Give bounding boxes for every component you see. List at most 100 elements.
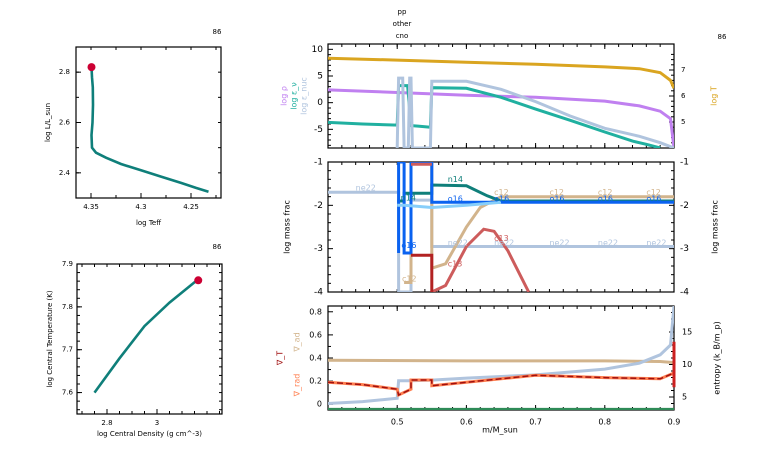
grad-ad-label: ∇_ad <box>293 332 302 352</box>
y-left-tick-label: 0 <box>317 98 323 108</box>
y-right-tick-label: 5 <box>681 118 685 126</box>
left-axis-label: log ε_ν <box>290 82 299 110</box>
y-right-tick-label: -2 <box>680 201 689 211</box>
abundance-c12 <box>404 162 674 284</box>
y-left-tick-label: -3 <box>314 244 323 254</box>
right-axis-label: log T <box>710 86 719 106</box>
center-plot-frame <box>76 263 223 415</box>
x-tick-label: 0.7 <box>529 418 542 427</box>
y-left-tick-label: 0 <box>317 400 322 409</box>
y-left-tick-label: 0.2 <box>309 377 322 386</box>
y-left-tick-label: 10 <box>312 45 324 55</box>
model-number: 86 <box>213 243 222 251</box>
y-right-tick-label: 7 <box>681 66 685 74</box>
x-axis-label: log Teff <box>136 219 161 227</box>
y-right-tick-label: 15 <box>682 328 692 337</box>
y-right-tick-label: -4 <box>680 288 689 298</box>
y-right-tick-label: 5 <box>682 393 687 402</box>
abundance-label-n14: n14 <box>448 175 463 184</box>
hr-track-line <box>90 67 209 193</box>
y-tick-label: 2.6 <box>59 119 71 127</box>
center-track-line <box>93 279 198 394</box>
series-log-eps_nuc <box>395 76 674 148</box>
abundance-label-c12: c12 <box>646 188 661 197</box>
current-model-marker <box>87 63 96 72</box>
y-left-tick-label: 5 <box>317 72 323 82</box>
y-left-tick-label: -4 <box>314 288 323 298</box>
y-left-tick-label: 0.8 <box>309 307 322 316</box>
y-tick-label: 7.8 <box>62 303 73 311</box>
y-left-tick-label: 0.4 <box>309 354 322 363</box>
y-axis-label: log L/L_sun <box>44 103 52 142</box>
burn-region-label: pp <box>398 8 407 16</box>
y-right-tick-label: -3 <box>680 244 689 254</box>
x-tick-label: 4.3 <box>135 203 146 211</box>
x-tick-label: 4.35 <box>83 203 99 211</box>
burn-region-label: cno <box>396 32 409 40</box>
profile-mid-frame <box>327 161 675 293</box>
series-entropy <box>328 306 674 405</box>
abundance-o16-lite <box>397 200 502 210</box>
y-tick-label: 2.4 <box>59 169 71 177</box>
abundance-label-n14: n14 <box>401 193 416 202</box>
abundance-label-o16: o16 <box>646 194 661 203</box>
abundance-label-ne22: ne22 <box>356 184 376 193</box>
abundance-label-o16: o16 <box>598 194 613 203</box>
series-grad_ad <box>328 358 674 365</box>
abundance-label-ne22: ne22 <box>494 239 514 248</box>
x-tick-label: 0.5 <box>391 418 404 427</box>
y-axis-label: log Central Temperature (K) <box>46 290 54 387</box>
left-axis-label: log ε_nuc <box>300 77 309 115</box>
x-tick-label: 0.9 <box>668 418 681 427</box>
y-right-tick-label: 6 <box>681 92 686 100</box>
abundance-label-ne22: ne22 <box>448 239 468 248</box>
current-model-marker <box>194 276 203 285</box>
y-tick-label: 2.8 <box>59 68 70 76</box>
y-tick-label: 7.6 <box>62 389 74 397</box>
y-left-tick-label: -1 <box>314 158 323 168</box>
x-tick-label: 4.25 <box>183 203 199 211</box>
abundance-label-o16: o16 <box>549 194 564 203</box>
entropy-axis-label: entropy (k_B/m_p) <box>713 321 722 394</box>
burn-region-label: other <box>393 20 412 28</box>
y-tick-label: 7.7 <box>62 346 73 354</box>
abundance-label-o16: o16 <box>401 241 416 250</box>
abundance-n14 <box>397 183 674 203</box>
abundance-n13 <box>411 253 434 292</box>
abundance-label-o16: o16 <box>494 194 509 203</box>
abundance-label-c12: c12 <box>549 188 564 197</box>
abundance-label-c13: c13 <box>494 234 509 243</box>
y-left-tick-label: -5 <box>314 125 323 135</box>
abundance-o16 <box>397 162 674 255</box>
y-right-tick-label: -1 <box>680 158 689 168</box>
y-left-axis-label: log mass frac <box>283 200 292 254</box>
abundance-label-o16: o16 <box>448 194 463 203</box>
x-axis-label: m/M_sun <box>482 426 518 435</box>
abundance-label-c12: c12 <box>402 275 417 284</box>
hr-plot-frame <box>75 46 222 199</box>
abundance-c13 <box>431 227 531 292</box>
series-log-eps_nu <box>328 84 661 148</box>
y-right-axis-label: log mass frac <box>711 200 720 254</box>
x-tick-label: 3 <box>155 419 159 427</box>
x-tick-label: 0.8 <box>598 418 611 427</box>
series-log-t <box>328 56 674 89</box>
left-axis-label: log ρ <box>280 86 289 106</box>
series-grad_T <box>328 372 674 397</box>
grad-t-label: ∇_T <box>276 351 285 366</box>
abundance-label-c12: c12 <box>494 188 509 197</box>
x-tick-label: 2.8 <box>101 419 112 427</box>
y-left-tick-label: 0.6 <box>309 330 322 339</box>
x-tick-label: 0.6 <box>460 418 473 427</box>
x-axis-label: log Central Density (g cm^-3) <box>97 430 202 438</box>
abundance-label-ne22: ne22 <box>549 239 569 248</box>
y-left-tick-label: -2 <box>314 201 323 211</box>
y-right-tick-label: 10 <box>682 360 692 369</box>
grad-rad-label: ∇_rad <box>293 374 302 398</box>
profile-bot-frame <box>327 305 675 411</box>
abundance-label-c13: c13 <box>448 259 463 268</box>
abundance-label-c12: c12 <box>598 188 613 197</box>
abundance-label-ne22: ne22 <box>598 239 618 248</box>
y-tick-label: 7.9 <box>62 260 73 268</box>
